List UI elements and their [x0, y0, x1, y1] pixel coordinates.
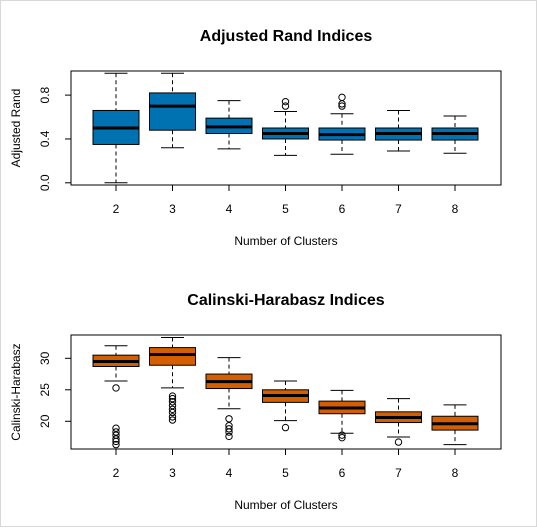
outlier-point [338, 102, 346, 110]
x-tick-label: 2 [113, 466, 120, 480]
y-axis-label: Adjusted Rand [9, 89, 23, 168]
x-tick-label: 7 [395, 202, 402, 216]
y-tick-label: 20 [38, 414, 52, 428]
outlier-point [112, 435, 120, 443]
outlier-point [112, 424, 120, 432]
x-tick-label: 2 [113, 202, 120, 216]
y-tick-label: 0.8 [38, 86, 52, 103]
outlier-point [225, 428, 233, 436]
marks-group: 20 25 30 2 3 4 5 6 7 8 [38, 337, 479, 480]
outlier-point [112, 437, 120, 446]
x-tick-label: 3 [169, 466, 176, 480]
x-axis-label: Number of Clusters [234, 234, 337, 248]
outlier-point [168, 405, 177, 414]
outlier-point [168, 394, 177, 403]
outlier-point [281, 97, 290, 106]
x-tick-label: 8 [452, 466, 459, 480]
outlier-point [338, 433, 346, 442]
y-tick-label: 0.0 [38, 174, 52, 191]
x-tick-label: 5 [282, 466, 289, 480]
outlier-point [168, 398, 177, 406]
y-tick-label: 30 [38, 351, 52, 365]
outlier-point [168, 416, 177, 424]
outlier-point [338, 431, 346, 439]
outlier-point [168, 401, 177, 410]
outlier-point [168, 408, 177, 417]
outlier-point [225, 432, 233, 441]
panel-calinski-harabasz: Calinski-Harabasz Indices Number of Clus… [9, 292, 502, 512]
x-tick-label: 8 [452, 202, 459, 216]
outlier-point [168, 392, 177, 400]
x-tick-label: 6 [339, 466, 346, 480]
x-tick-label: 7 [395, 466, 402, 480]
y-tick-label: 0.4 [38, 130, 52, 147]
box-iqr [149, 92, 196, 131]
x-tick-label: 5 [282, 202, 289, 216]
x-tick-label: 3 [169, 202, 176, 216]
x-tick-label: 4 [226, 466, 233, 480]
marks-group: 0.0 0.4 0.8 2 3 4 5 6 7 8 [38, 72, 479, 216]
outlier-point [225, 415, 233, 423]
chart-title-adjusted-rand: Adjusted Rand Indices [200, 28, 373, 45]
outlier-point [225, 425, 233, 433]
y-tick-label: 25 [38, 383, 52, 397]
outlier-point [112, 384, 120, 392]
y-axis-label: Calinski-Harabasz [9, 343, 23, 440]
outlier-point [168, 413, 177, 421]
outlier-point [394, 438, 403, 446]
outlier-point [281, 423, 290, 432]
outlier-point [112, 440, 120, 449]
outlier-point [281, 102, 290, 110]
x-axis-label: Number of Clusters [234, 498, 337, 512]
outlier-point [112, 428, 120, 436]
x-tick-label: 4 [226, 202, 233, 216]
panel-adjusted-rand: Adjusted Rand Indices Number of Clusters… [9, 28, 502, 248]
chart-title-calinski-harabasz: Calinski-Harabasz Indices [187, 292, 385, 309]
box-iqr [149, 347, 196, 366]
outlier-point [338, 93, 346, 102]
x-tick-label: 6 [339, 202, 346, 216]
